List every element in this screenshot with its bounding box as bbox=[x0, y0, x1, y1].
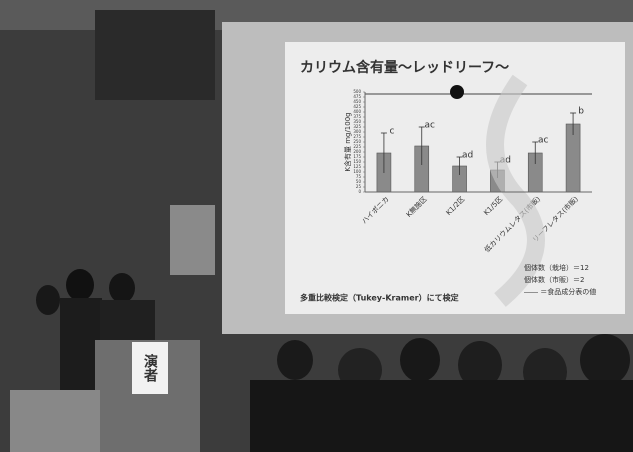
audience-head bbox=[580, 334, 630, 386]
y-tick-label: 475 bbox=[353, 94, 361, 99]
note: 個体数（栽培）＝12 bbox=[524, 263, 589, 272]
significance-letter: ac bbox=[538, 136, 549, 146]
person-head bbox=[66, 269, 94, 301]
significance-letter: ac bbox=[425, 121, 436, 131]
y-tick-label: 175 bbox=[353, 154, 361, 159]
significance-letter: ad bbox=[462, 151, 473, 161]
y-tick-label: 375 bbox=[353, 114, 361, 119]
y-tick-label: 500 bbox=[353, 89, 361, 94]
y-tick-label: 275 bbox=[353, 134, 361, 139]
y-tick-label: 50 bbox=[356, 179, 362, 184]
y-tick-label: 75 bbox=[356, 174, 362, 179]
y-tick-label: 300 bbox=[353, 129, 361, 134]
y-tick-label: 25 bbox=[356, 184, 362, 189]
desk bbox=[10, 390, 100, 452]
y-tick-label: 325 bbox=[353, 124, 361, 129]
person-head bbox=[109, 273, 135, 303]
audience-bodies bbox=[250, 380, 633, 452]
photo: 0255075100125150175200225250275300325350… bbox=[0, 0, 633, 452]
y-tick-label: 200 bbox=[353, 149, 361, 154]
note: 個体数（市販）＝2 bbox=[524, 275, 584, 284]
window bbox=[95, 10, 215, 100]
y-tick-label: 250 bbox=[353, 139, 361, 144]
significance-letter: b bbox=[578, 107, 584, 117]
y-tick-label: 350 bbox=[353, 119, 361, 124]
audience-head bbox=[277, 340, 313, 380]
y-tick-label: 400 bbox=[353, 109, 361, 114]
y-tick-label: 100 bbox=[353, 169, 361, 174]
y-tick-label: 450 bbox=[353, 99, 361, 104]
audience-head bbox=[400, 338, 440, 382]
y-axis-label: K含有量 mg/100g bbox=[343, 112, 352, 171]
y-tick-label: 425 bbox=[353, 104, 361, 109]
person-body bbox=[100, 300, 155, 345]
y-tick-label: 125 bbox=[353, 164, 361, 169]
y-tick-label: 150 bbox=[353, 159, 361, 164]
y-tick-label: 225 bbox=[353, 144, 361, 149]
laser-dot bbox=[450, 85, 464, 99]
method-note: 多重比較検定（Tukey-Kramer）にて検定 bbox=[300, 293, 459, 303]
chart-title: カリウム含有量～レッドリーフ～ bbox=[300, 59, 509, 76]
person-head bbox=[36, 285, 60, 315]
note: ―― ＝食品成分表の値 bbox=[524, 287, 596, 296]
significance-letter: c bbox=[389, 127, 394, 137]
podium-sign: 演者 bbox=[142, 353, 158, 382]
poster bbox=[170, 205, 215, 275]
